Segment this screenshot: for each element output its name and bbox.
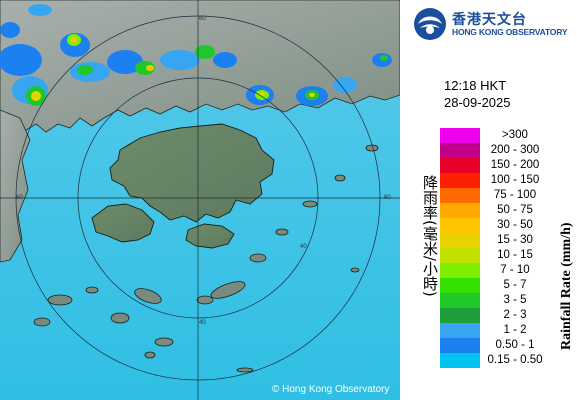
- legend-row: 7 - 10: [440, 263, 572, 278]
- legend-label: 3 - 5: [503, 294, 527, 306]
- legend-row: 1 - 2: [440, 323, 572, 338]
- legend-swatch: [440, 263, 480, 278]
- legend-row: 3 - 5: [440, 293, 572, 308]
- ring-label-3: 60: [199, 16, 206, 22]
- legend-swatch: [440, 128, 480, 143]
- observation-date: 28-09-2025: [444, 95, 511, 110]
- legend-row: 15 - 30: [440, 233, 572, 248]
- legend-swatch: [440, 278, 480, 293]
- legend-swatch: [440, 203, 480, 218]
- legend-swatch: [440, 188, 480, 203]
- copyright-text: © Hong Kong Observatory: [272, 384, 390, 395]
- legend-row: 100 - 150: [440, 173, 572, 188]
- legend-label: 0.15 - 0.50: [487, 354, 543, 366]
- legend-swatch: [440, 308, 480, 323]
- legend-label: 100 - 150: [490, 174, 540, 186]
- legend-label: 10 - 15: [497, 249, 533, 261]
- legend-label: 50 - 75: [497, 204, 533, 216]
- hko-logo-icon: [414, 8, 446, 40]
- legend-row: 5 - 7: [440, 278, 572, 293]
- legend-label: 30 - 50: [497, 219, 533, 231]
- legend-label: 200 - 300: [490, 144, 540, 156]
- legend-title-zh: 降雨率(毫米/小時): [421, 175, 439, 297]
- legend-swatch: [440, 338, 480, 353]
- legend-row: 150 - 200: [440, 158, 572, 173]
- legend-swatch: [440, 233, 480, 248]
- legend-swatch: [440, 323, 480, 338]
- legend-row: 50 - 75: [440, 203, 572, 218]
- legend-label: 150 - 200: [490, 159, 540, 171]
- ring-label-2: 60: [16, 195, 23, 201]
- rainfall-legend: >300 200 - 300 150 - 200 100 - 150 75 - 100 5…: [440, 128, 572, 368]
- legend-label: 1 - 2: [503, 324, 527, 336]
- legend-row: >300: [440, 128, 572, 143]
- range-rings: [0, 0, 400, 400]
- rain-echoes: [0, 4, 392, 106]
- radar-map-graphic: 60 60 60 40 40: [0, 0, 400, 400]
- legend-row: 30 - 50: [440, 218, 572, 233]
- legend-row: 0.15 - 0.50: [440, 353, 572, 368]
- logo-text-zh: 香港天文台: [452, 12, 527, 28]
- range-ring-labels: 60 60 60 40 40: [16, 16, 391, 326]
- legend-swatch: [440, 218, 480, 233]
- legend-label: >300: [502, 129, 528, 141]
- legend-row: 2 - 3: [440, 308, 572, 323]
- lantau-island: [91, 203, 155, 243]
- outlying-islands: [33, 144, 379, 373]
- info-panel: 香港天文台 HONG KONG OBSERVATORY 12:18 HKT 28…: [400, 0, 577, 400]
- legend-swatch: [440, 353, 480, 368]
- logo-text-en: HONG KONG OBSERVATORY: [452, 27, 568, 37]
- legend-row: 200 - 300: [440, 143, 572, 158]
- legend-title-en: Rainfall Rate (mm/h): [559, 222, 574, 350]
- legend-label: 5 - 7: [503, 279, 527, 291]
- legend-row: 0.50 - 1: [440, 338, 572, 353]
- legend-swatch: [440, 158, 480, 173]
- ring-label-5: 40: [199, 320, 206, 326]
- legend-label: 7 - 10: [500, 264, 530, 276]
- ring-label-1: 60: [384, 195, 391, 201]
- western-peninsula: [0, 109, 31, 263]
- ring-label-4: 40: [300, 244, 307, 250]
- legend-row: 75 - 100: [440, 188, 572, 203]
- legend-label: 2 - 3: [503, 309, 527, 321]
- legend-label: 75 - 100: [493, 189, 537, 201]
- hko-logo[interactable]: 香港天文台 HONG KONG OBSERVATORY: [412, 6, 572, 42]
- legend-label: 15 - 30: [497, 234, 533, 246]
- legend-swatch: [440, 248, 480, 263]
- legend-swatch: [440, 173, 480, 188]
- legend-swatch: [440, 293, 480, 308]
- legend-swatch: [440, 143, 480, 158]
- legend-row: 10 - 15: [440, 248, 572, 263]
- legend-label: 0.50 - 1: [495, 339, 535, 351]
- radar-map[interactable]: 60 60 60 40 40 © Hong Kong Observatory: [0, 0, 400, 400]
- observation-time: 12:18 HKT: [444, 78, 507, 93]
- hong-kong-land: [109, 123, 275, 223]
